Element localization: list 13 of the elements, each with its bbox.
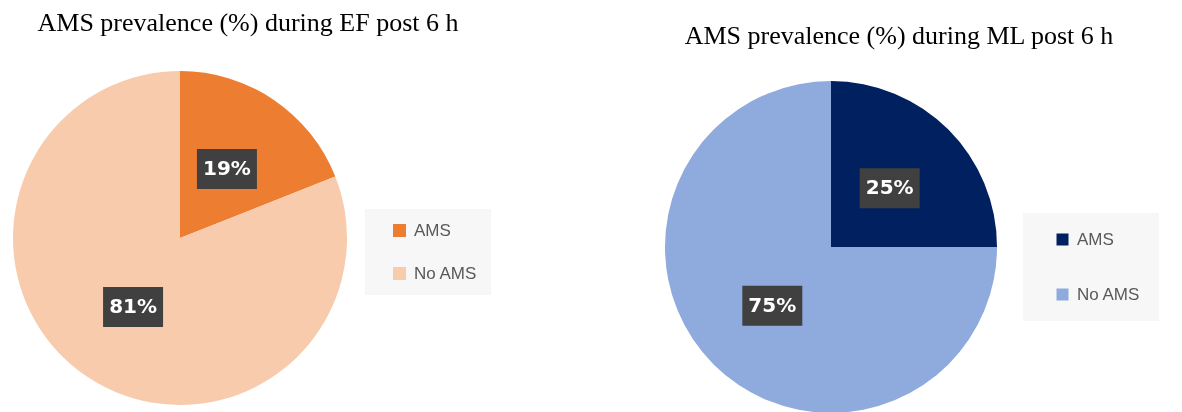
legend-label: No AMS [1077, 284, 1140, 304]
chart-title: AMS prevalence (%) during ML post 6 h [684, 21, 1114, 50]
legend-label: AMS [1077, 229, 1114, 249]
pie-slice [831, 81, 997, 247]
data-label: 75% [748, 292, 797, 317]
pie-slice [665, 81, 997, 412]
legend-label: AMS [414, 220, 451, 240]
chart-title: AMS prevalence (%) during EF post 6 h [37, 8, 459, 37]
pie-slice [13, 71, 347, 405]
data-label: 25% [865, 175, 914, 200]
data-label: 81% [109, 294, 157, 319]
data-label: 19% [203, 155, 251, 180]
legend-label: No AMS [414, 263, 477, 283]
